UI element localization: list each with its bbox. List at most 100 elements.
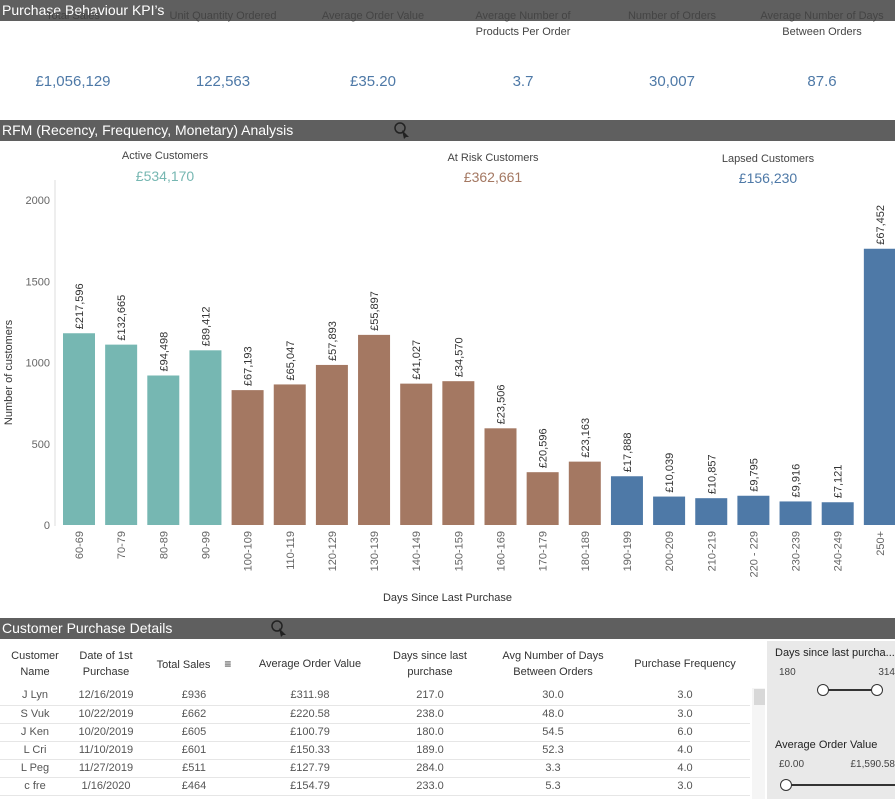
table-cell: £127.79 xyxy=(246,759,374,778)
bar-data-label: £89,412 xyxy=(200,307,212,347)
bar-250+[interactable] xyxy=(863,248,895,525)
col-header-purchase-frequency[interactable]: Purchase Frequency xyxy=(634,658,736,670)
segment-active-value[interactable]: £534,170 xyxy=(135,168,195,184)
table-cell: J Ken xyxy=(0,723,70,742)
bar-210-219[interactable] xyxy=(695,498,728,525)
bar-data-label: £9,916 xyxy=(791,464,803,498)
kpi-total-sales-value[interactable]: £1,056,129 xyxy=(35,73,111,90)
table-cell: £511 xyxy=(142,759,246,778)
col-header-total-sales[interactable]: Total Sales ≡ xyxy=(142,641,246,687)
table-cell: 180.0 xyxy=(374,723,486,742)
segment-lapsed-value[interactable]: £156,230 xyxy=(738,170,798,186)
bar-120-129[interactable] xyxy=(315,364,348,525)
x-tick-label: 70-79 xyxy=(116,531,128,559)
bar-110-119[interactable] xyxy=(273,384,306,525)
details-section-header: Customer Purchase Details xyxy=(0,618,895,639)
filter-aov-track[interactable] xyxy=(785,784,895,786)
tooltip-cursor-icon[interactable] xyxy=(393,121,413,147)
table-row[interactable]: J Lyn 12/16/2019 £936 £311.98 217.0 30.0 3.0 xyxy=(0,687,750,706)
table-cell: L Cri xyxy=(0,741,70,760)
table-cell: £936 xyxy=(142,687,246,706)
col-header-first-purchase[interactable]: Date of 1st Purchase xyxy=(79,650,133,678)
filter-days-max: 314 xyxy=(878,667,895,678)
kpi-unit-quantity-value[interactable]: 122,563 xyxy=(195,73,251,90)
bar-data-label: £67,452 xyxy=(875,205,887,245)
table-scrollbar-thumb[interactable] xyxy=(754,689,765,705)
bar-170-179[interactable] xyxy=(526,472,559,525)
x-tick-label: 110-119 xyxy=(285,531,297,570)
filter-aov-min-handle[interactable] xyxy=(780,779,792,791)
bar-data-label: £217,596 xyxy=(74,283,86,329)
table-cell: 54.5 xyxy=(486,723,620,742)
segment-atrisk-value[interactable]: £362,661 xyxy=(463,169,523,185)
bar-data-label: £34,570 xyxy=(453,337,465,377)
table-cell: 6.0 xyxy=(620,723,750,742)
col-header-customer-name[interactable]: Customer Name xyxy=(11,650,59,678)
table-cell: 11/10/2019 xyxy=(70,741,142,760)
table-cell: £220.58 xyxy=(246,705,374,724)
x-tick-label: 230-239 xyxy=(791,531,803,571)
bar-180-189[interactable] xyxy=(568,461,601,525)
table-cell: 10/20/2019 xyxy=(70,723,142,742)
filter-days-min-handle[interactable] xyxy=(817,684,829,696)
bar-190-199[interactable] xyxy=(610,476,643,525)
x-tick-label: 210-219 xyxy=(706,531,718,571)
bar-160-169[interactable] xyxy=(484,428,517,525)
bar-220-229[interactable] xyxy=(737,495,770,525)
table-row[interactable]: L Cri 11/10/2019 £601 £150.33 189.0 52.3 4.0 xyxy=(0,741,750,760)
kpi-section-header: Purchase Behaviour KPI’s xyxy=(0,0,895,21)
bar-80-89[interactable] xyxy=(147,375,180,526)
kpi-avg-order-value-value[interactable]: £35.20 xyxy=(350,73,396,90)
table-cell: 3.0 xyxy=(620,705,750,724)
bar-140-149[interactable] xyxy=(400,383,433,525)
table-row[interactable]: c fre 1/16/2020 £464 £154.79 233.0 5.3 3.0 xyxy=(0,777,750,796)
col-header-avg-order-value[interactable]: Average Order Value xyxy=(258,658,362,670)
rfm-bar-chart[interactable]: Number of customers 0 500 1000 1500 2000 £217,… xyxy=(0,143,895,593)
table-cell: £464 xyxy=(142,777,246,796)
sort-icon[interactable]: ≡ xyxy=(224,656,232,671)
x-tick-label: 80-89 xyxy=(158,531,170,559)
filter-days-track[interactable] xyxy=(822,689,878,691)
bar-data-label: £57,893 xyxy=(327,321,339,361)
table-scrollbar[interactable] xyxy=(752,688,765,799)
bar-230-239[interactable] xyxy=(779,501,812,525)
x-tick-label: 60-69 xyxy=(74,531,86,559)
y-axis-title: Number of customers xyxy=(3,319,15,425)
bar-150-159[interactable] xyxy=(442,381,475,525)
filter-days-min: 180 xyxy=(779,667,796,678)
segment-lapsed-label: Lapsed Customers xyxy=(721,153,815,165)
kpi-avg-days-between-value[interactable]: 87.6 xyxy=(807,73,837,90)
bar-100-109[interactable] xyxy=(231,390,264,525)
table-row[interactable]: S Vuk 10/22/2019 £662 £220.58 238.0 48.0 3.0 xyxy=(0,705,750,724)
kpi-number-orders-value[interactable]: 30,007 xyxy=(649,73,695,90)
filter-days-title: Days since last purcha... xyxy=(775,647,895,659)
details-section-title: Customer Purchase Details xyxy=(2,620,173,636)
table-cell: £311.98 xyxy=(246,687,374,706)
bar-data-label: £7,121 xyxy=(833,465,845,499)
x-tick-label: 220 - 229 xyxy=(748,531,760,577)
bar-240-249[interactable] xyxy=(821,502,854,525)
bar-70-79[interactable] xyxy=(105,344,138,525)
x-axis-title: Days Since Last Purchase xyxy=(382,592,512,604)
table-cell: 1/16/2020 xyxy=(70,777,142,796)
x-tick-label: 190-199 xyxy=(622,531,634,571)
table-cell: £662 xyxy=(142,705,246,724)
col-header-total-sales-label: Total Sales xyxy=(156,658,211,671)
filter-days-max-handle[interactable] xyxy=(871,684,883,696)
bar-200-209[interactable] xyxy=(653,496,686,525)
bar-130-139[interactable] xyxy=(358,334,391,525)
table-row[interactable]: L Peg 11/27/2019 £511 £127.79 284.0 3.3 4.0 xyxy=(0,759,750,778)
bar-90-99[interactable] xyxy=(189,350,222,525)
bar-60-69[interactable] xyxy=(63,333,95,525)
customer-details-table: Customer Name Date of 1st Purchase Total… xyxy=(0,641,750,796)
table-row[interactable]: J Ken 10/20/2019 £605 £100.79 180.0 54.5 6.0 xyxy=(0,723,750,742)
x-tick-label: 100-109 xyxy=(243,531,255,571)
tooltip-cursor-icon-2[interactable] xyxy=(270,619,290,645)
col-header-days-since[interactable]: Days since last purchase xyxy=(393,650,467,678)
kpi-avg-days-between-label: Average Number of Days Between Orders xyxy=(760,10,884,38)
table-cell: 217.0 xyxy=(374,687,486,706)
kpi-total-sales-label: Total Sales xyxy=(46,10,100,22)
kpi-avg-products-value[interactable]: 3.7 xyxy=(512,73,534,90)
col-header-avg-days-between[interactable]: Avg Number of Days Between Orders xyxy=(502,650,604,678)
x-tick-label: 150-159 xyxy=(453,531,465,571)
